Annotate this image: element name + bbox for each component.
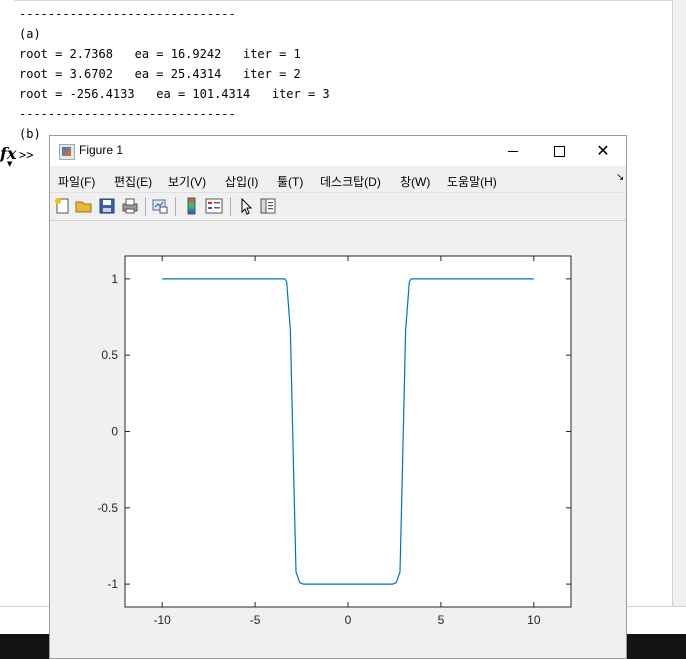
plot-lines [162, 278, 534, 585]
figure-window[interactable]: Figure 1 ✕ 파일(F) 편집(E) 보기(V) 삽입(I) 툴(T) … [49, 135, 627, 659]
output-line: root = 3.6702 ea = 25.4314 iter = 2 [19, 67, 301, 81]
x-tick-label: -5 [250, 613, 261, 627]
y-tick-label: -0.5 [97, 501, 118, 515]
x-tick-label: 10 [527, 613, 541, 627]
command-prompt[interactable]: >> [19, 148, 34, 162]
y-tick-label: 1 [111, 272, 118, 286]
toolbar-separator [175, 197, 176, 216]
menu-insert[interactable]: 삽입(I) [225, 175, 259, 189]
series-line [162, 278, 534, 585]
menu-bar: 파일(F) 편집(E) 보기(V) 삽입(I) 툴(T) 데스크탑(D) 창(W… [50, 166, 626, 192]
minimize-button[interactable] [490, 136, 536, 166]
output-line: root = 2.7368 ea = 16.9242 iter = 1 [19, 47, 301, 61]
function-browser-icon[interactable]: fx [0, 144, 17, 163]
x-tick-label: 5 [438, 613, 445, 627]
left-margin [0, 0, 14, 634]
x-tick-label: 0 [345, 613, 352, 627]
maximize-button[interactable] [536, 136, 582, 166]
menu-tools[interactable]: 툴(T) [277, 175, 304, 189]
top-border [0, 0, 686, 1]
matlab-figure-icon [59, 144, 75, 160]
toolbar-separator [145, 197, 146, 216]
output-line: (b) [19, 127, 41, 141]
menu-file[interactable]: 파일(F) [58, 175, 96, 189]
y-tick-label: 0 [111, 425, 118, 439]
menu-edit[interactable]: 편집(E) [114, 175, 153, 189]
new-figure-icon[interactable] [53, 197, 71, 215]
output-line: ------------------------------ [19, 107, 236, 121]
toolbar-separator [230, 197, 231, 216]
open-file-icon[interactable] [75, 197, 93, 215]
plot[interactable]: -10 -5 0 5 10 1 0.5 0 -0.5 -1 [50, 221, 626, 658]
axes-box[interactable] [124, 255, 572, 608]
menu-help[interactable]: 도움말(H) [447, 175, 497, 189]
y-tick-label: -1 [107, 577, 118, 591]
title-bar[interactable]: Figure 1 ✕ [50, 136, 626, 166]
menu-desktop[interactable]: 데스크탑(D) [320, 175, 381, 189]
link-plot-icon[interactable] [151, 197, 169, 215]
y-tick-label: 0.5 [101, 348, 118, 362]
output-line: ------------------------------ [19, 7, 236, 21]
output-line: root = -256.4133 ea = 101.4314 iter = 3 [19, 87, 330, 101]
output-line: (a) [19, 27, 41, 41]
minimize-icon [508, 150, 518, 152]
x-axis: -10 -5 0 5 10 [153, 256, 541, 627]
edit-plot-arrow-icon[interactable] [237, 197, 255, 215]
menu-view[interactable]: 보기(V) [168, 175, 207, 189]
print-icon[interactable] [121, 197, 139, 215]
maximize-icon [553, 145, 565, 157]
menu-window[interactable]: 창(W) [400, 175, 431, 189]
property-inspector-icon[interactable] [259, 197, 277, 215]
chevron-down-icon[interactable]: ▼ [7, 160, 13, 168]
save-icon[interactable] [98, 197, 116, 215]
window-title: Figure 1 [79, 143, 124, 157]
legend-icon[interactable] [205, 197, 223, 215]
y-axis: 1 0.5 0 -0.5 -1 [97, 272, 571, 591]
close-button[interactable]: ✕ [596, 141, 610, 160]
figure-canvas[interactable]: -10 -5 0 5 10 1 0.5 0 -0.5 -1 [50, 221, 626, 658]
scrollbar[interactable] [672, 0, 686, 606]
toolbar [50, 192, 626, 221]
x-tick-label: -10 [153, 613, 171, 627]
colorbar-icon[interactable] [183, 197, 201, 215]
menu-overflow-icon[interactable]: ↘ [616, 172, 625, 183]
